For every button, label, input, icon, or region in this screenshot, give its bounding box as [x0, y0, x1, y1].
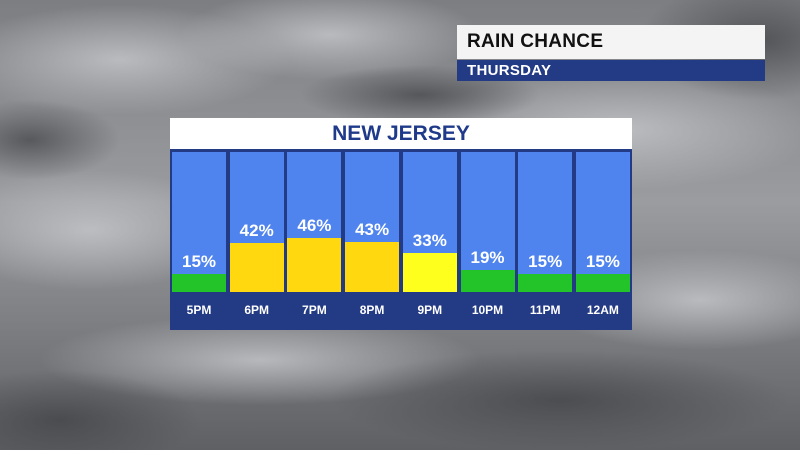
region-label: NEW JERSEY: [332, 121, 470, 145]
value-label: 15%: [528, 252, 563, 271]
value-label: 46%: [297, 216, 332, 235]
column-panel: 15%: [518, 152, 573, 292]
hour-label: 5PM: [186, 303, 212, 317]
rain-chance-bar: [345, 242, 400, 292]
column-panel: 15%: [172, 152, 226, 292]
hour-column: 42% 6PM: [229, 149, 284, 330]
rain-chance-bar: [172, 274, 226, 292]
hour-label: 10PM: [471, 303, 504, 317]
chart-title: RAIN CHANCE: [467, 31, 604, 52]
rain-chance-bar: [402, 253, 457, 292]
rain-chance-bar: [460, 270, 515, 292]
hour-column: 15% 12AM: [575, 149, 630, 330]
rain-chance-bar: [575, 274, 630, 292]
rain-chance-bar: [518, 274, 573, 292]
value-label: 19%: [470, 248, 505, 267]
column-panel: 43%: [345, 152, 400, 292]
hour-label: 11PM: [529, 303, 561, 317]
column-panel: 33%: [402, 152, 457, 292]
hour-label: 12AM: [586, 303, 619, 317]
value-label: 15%: [585, 252, 620, 271]
hour-column: 15% 5PM: [172, 149, 226, 330]
region-header: NEW JERSEY: [170, 118, 632, 149]
hour-column: 43% 8PM: [345, 149, 400, 330]
column-panel: 15%: [575, 152, 630, 292]
hour-column: 33% 9PM: [402, 149, 457, 330]
value-label: 15%: [181, 252, 217, 271]
hour-label: 6PM: [244, 303, 270, 317]
rain-chance-bar: [287, 238, 342, 292]
hour-column: 46% 7PM: [287, 149, 342, 330]
column-panel: 42%: [229, 152, 284, 292]
day-label: THURSDAY: [467, 62, 552, 79]
hour-column: 15% 11PM: [518, 149, 573, 330]
rain-chance-bar: [229, 243, 284, 292]
hour-column: 19% 10PM: [460, 149, 515, 330]
value-label: 42%: [239, 221, 274, 240]
value-label: 33%: [412, 231, 447, 250]
day-banner: THURSDAY: [457, 60, 765, 81]
column-panel: 46%: [287, 152, 342, 292]
rain-chance-chart: 15% 5PM 42% 6PM 46% 7PM 43% 8PM 33% 9PM 19% 10PM 15%…: [170, 149, 632, 330]
rain-chance-title-box: RAIN CHANCE: [457, 25, 765, 59]
hour-label: 7PM: [302, 303, 327, 317]
value-label: 43%: [355, 220, 390, 239]
column-panel: 19%: [460, 152, 515, 292]
hour-label: 8PM: [359, 303, 385, 317]
hour-label: 9PM: [417, 303, 443, 317]
